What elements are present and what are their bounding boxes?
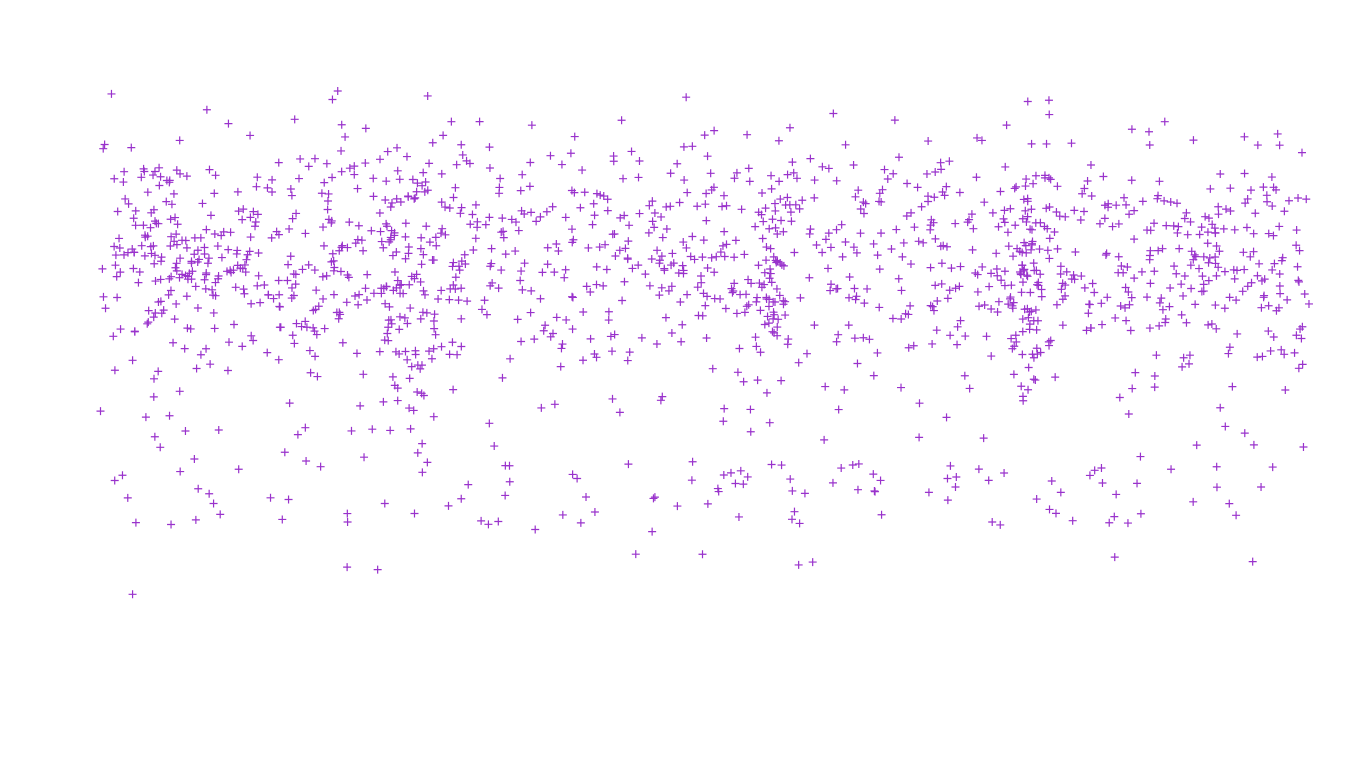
scatter-svg xyxy=(0,0,1360,768)
scatter-chart xyxy=(0,0,1360,768)
